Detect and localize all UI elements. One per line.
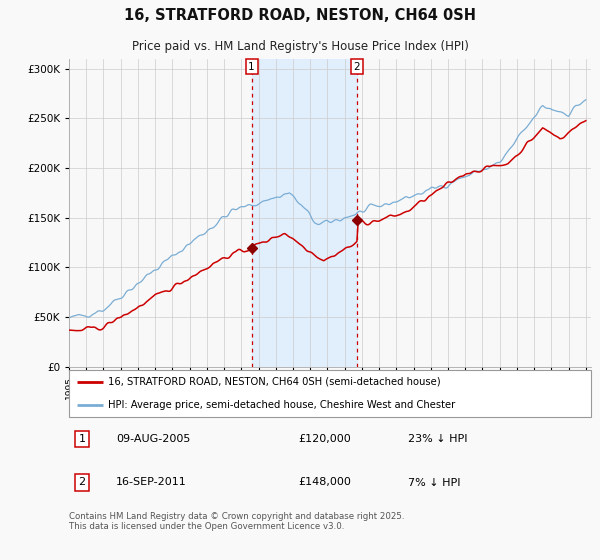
Text: 2: 2 <box>354 62 361 72</box>
Text: Contains HM Land Registry data © Crown copyright and database right 2025.
This d: Contains HM Land Registry data © Crown c… <box>69 512 404 531</box>
Text: 16, STRATFORD ROAD, NESTON, CH64 0SH (semi-detached house): 16, STRATFORD ROAD, NESTON, CH64 0SH (se… <box>108 376 441 386</box>
Text: 23% ↓ HPI: 23% ↓ HPI <box>409 434 468 444</box>
Text: £120,000: £120,000 <box>299 434 352 444</box>
Text: 1: 1 <box>79 434 86 444</box>
Text: 1: 1 <box>248 62 255 72</box>
FancyBboxPatch shape <box>69 370 591 417</box>
Text: 2: 2 <box>79 478 86 488</box>
Text: Price paid vs. HM Land Registry's House Price Index (HPI): Price paid vs. HM Land Registry's House … <box>131 40 469 53</box>
Text: HPI: Average price, semi-detached house, Cheshire West and Chester: HPI: Average price, semi-detached house,… <box>108 400 455 410</box>
Text: 09-AUG-2005: 09-AUG-2005 <box>116 434 190 444</box>
Text: 16-SEP-2011: 16-SEP-2011 <box>116 478 187 488</box>
Text: 16, STRATFORD ROAD, NESTON, CH64 0SH: 16, STRATFORD ROAD, NESTON, CH64 0SH <box>124 8 476 22</box>
Text: £148,000: £148,000 <box>299 478 352 488</box>
Bar <box>251 59 357 367</box>
Text: 7% ↓ HPI: 7% ↓ HPI <box>409 478 461 488</box>
